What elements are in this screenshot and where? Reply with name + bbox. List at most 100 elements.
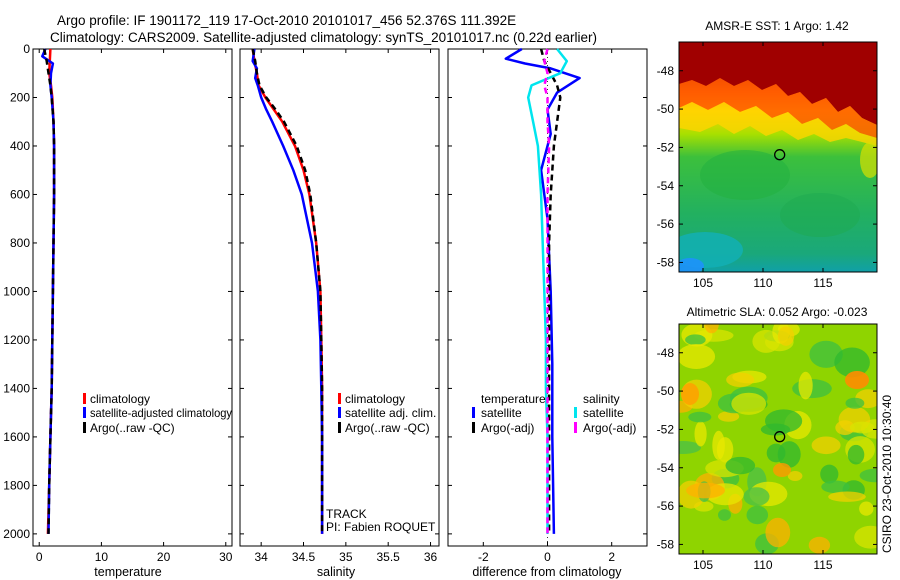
sla-blob <box>746 505 769 525</box>
sla-blob <box>725 456 756 475</box>
legend-label-argo: Argo(..raw -QC) <box>345 421 430 435</box>
map-y-tick-label: -50 <box>657 102 675 116</box>
series-argo-raw-qc <box>251 48 324 534</box>
sla-blob <box>821 480 850 494</box>
legend-label-salinity-satellite: satellite <box>583 406 624 420</box>
map-y-tick-label: -54 <box>657 179 675 193</box>
sst-yellow-band <box>679 102 877 146</box>
argo-float-marker <box>774 431 786 443</box>
legend-swatch-climatology <box>83 393 86 404</box>
y-tick-label: 200 <box>10 90 30 104</box>
x-tick-label: 0 <box>544 550 551 564</box>
x-tick-label: 36 <box>424 550 438 564</box>
legend-swatch-satellite-adj <box>338 407 341 418</box>
x-tick-label: 35 <box>339 550 353 564</box>
series-temperature-argo-adj <box>539 48 562 534</box>
legend-group-temperature: temperature <box>481 392 546 406</box>
sla-blob <box>685 334 706 346</box>
legend-swatch-argo <box>83 422 86 433</box>
y-tick-label: 2000 <box>3 527 30 541</box>
map-x-tick-label: 110 <box>753 558 772 572</box>
legend-label-temperature-satellite: satellite <box>481 406 522 420</box>
sst-cyan-patch <box>679 232 743 268</box>
y-tick-label: 1400 <box>3 381 30 395</box>
legend-swatch-salinity-satellite <box>574 407 577 418</box>
sla-map-frame <box>678 323 878 555</box>
x-tick-label: 20 <box>157 550 171 564</box>
sla-blob <box>811 436 841 455</box>
x-tick-label: 35.5 <box>377 550 401 564</box>
pi-annotation: PI: Fabien ROQUET <box>326 520 436 534</box>
sst-map-axes: -48 -50 -52 -54 -56 -58 105 110 115 <box>657 42 877 290</box>
sla-blob <box>718 509 731 521</box>
salinity-legend: climatology satellite adj. clim. Argo(..… <box>338 392 436 435</box>
track-annotation: TRACK <box>326 507 367 521</box>
sla-blob <box>694 421 707 447</box>
sla-blob <box>798 371 813 400</box>
salinity-panel: 34 34.5 35 35.5 36 <box>240 48 439 564</box>
legend-label-argo: Argo(..raw -QC) <box>90 421 175 435</box>
sla-blob <box>787 471 803 481</box>
sst-map-title: AMSR-E SST: 1 Argo: 1.42 <box>705 19 849 33</box>
legend-swatch-temperature-argo <box>472 422 475 433</box>
sst-cold-front <box>679 42 877 125</box>
y-tick-label: 400 <box>10 139 30 153</box>
sla-map <box>679 324 877 554</box>
sla-blob <box>726 372 755 387</box>
sla-blob <box>679 344 716 369</box>
sla-blob <box>718 411 740 422</box>
sla-map-axes: -48 -50 -52 -54 -56 -58 105 110 115 <box>657 324 877 572</box>
sst-orange-band <box>679 78 877 138</box>
y-tick-label: 0 <box>23 42 30 56</box>
legend-swatch-satellite-adjusted <box>83 407 86 418</box>
series-salinity-argo-adj <box>543 48 551 534</box>
sst-map-frame <box>678 41 878 273</box>
sla-blob <box>686 482 725 499</box>
map-y-tick-label: -50 <box>657 384 675 398</box>
x-tick-label: 2 <box>608 550 615 564</box>
temperature-legend: climatology satellite-adjusted climatolo… <box>83 392 232 435</box>
sla-positive-anomaly <box>845 371 869 389</box>
sla-blob <box>849 421 875 434</box>
map-y-tick-label: -52 <box>657 140 675 154</box>
sla-blob <box>704 324 719 334</box>
sla-positive-anomaly <box>773 463 791 477</box>
sla-blob <box>679 441 701 454</box>
legend-label-temperature-argo: Argo(-adj) <box>481 421 534 435</box>
legend-label-salinity-argo: Argo(-adj) <box>583 421 636 435</box>
x-tick-label: 34.5 <box>292 550 316 564</box>
y-tick-label: 600 <box>10 187 30 201</box>
difference-legend: temperature satellite Argo(-adj) salinit… <box>472 392 636 435</box>
map-x-tick-label: 115 <box>813 276 832 290</box>
sla-blob <box>808 536 831 554</box>
credit-stamp: CSIRO 23-Oct-2010 10:30:40 <box>880 395 894 553</box>
sla-map-title: Altimetric SLA: 0.052 Argo: -0.023 <box>687 305 868 319</box>
sla-blob <box>731 392 767 415</box>
sla-blob <box>834 347 870 378</box>
legend-label-satellite-adjusted: satellite-adjusted climatology <box>90 406 232 420</box>
legend-label-climatology: climatology <box>90 392 150 406</box>
sla-blob <box>847 444 865 465</box>
legend-swatch-argo <box>338 422 341 433</box>
series-argo-raw-qc <box>42 48 56 534</box>
salinity-axis-label: salinity <box>317 565 356 579</box>
map-x-tick-label: 105 <box>693 276 713 290</box>
map-y-tick-label: -52 <box>657 422 675 436</box>
sla-anomaly-blobs <box>679 324 877 554</box>
series-temperature-satellite <box>504 47 581 534</box>
y-tick-label: 1800 <box>3 478 30 492</box>
temperature-plot-area <box>32 48 233 547</box>
sla-blob <box>765 517 791 548</box>
sla-blob <box>777 441 801 468</box>
y-tick-label: 800 <box>10 236 30 250</box>
y-tick-label: 1600 <box>3 430 30 444</box>
sst-map <box>679 42 877 272</box>
x-tick-label: 0 <box>36 550 43 564</box>
sst-yellow-patch <box>860 142 877 178</box>
map-x-tick-label: 105 <box>693 558 713 572</box>
sla-blob <box>859 468 877 483</box>
legend-group-salinity: salinity <box>583 392 620 406</box>
sla-blob <box>820 464 839 484</box>
map-y-tick-label: -58 <box>657 537 675 551</box>
salinity-plot-area <box>239 48 440 547</box>
